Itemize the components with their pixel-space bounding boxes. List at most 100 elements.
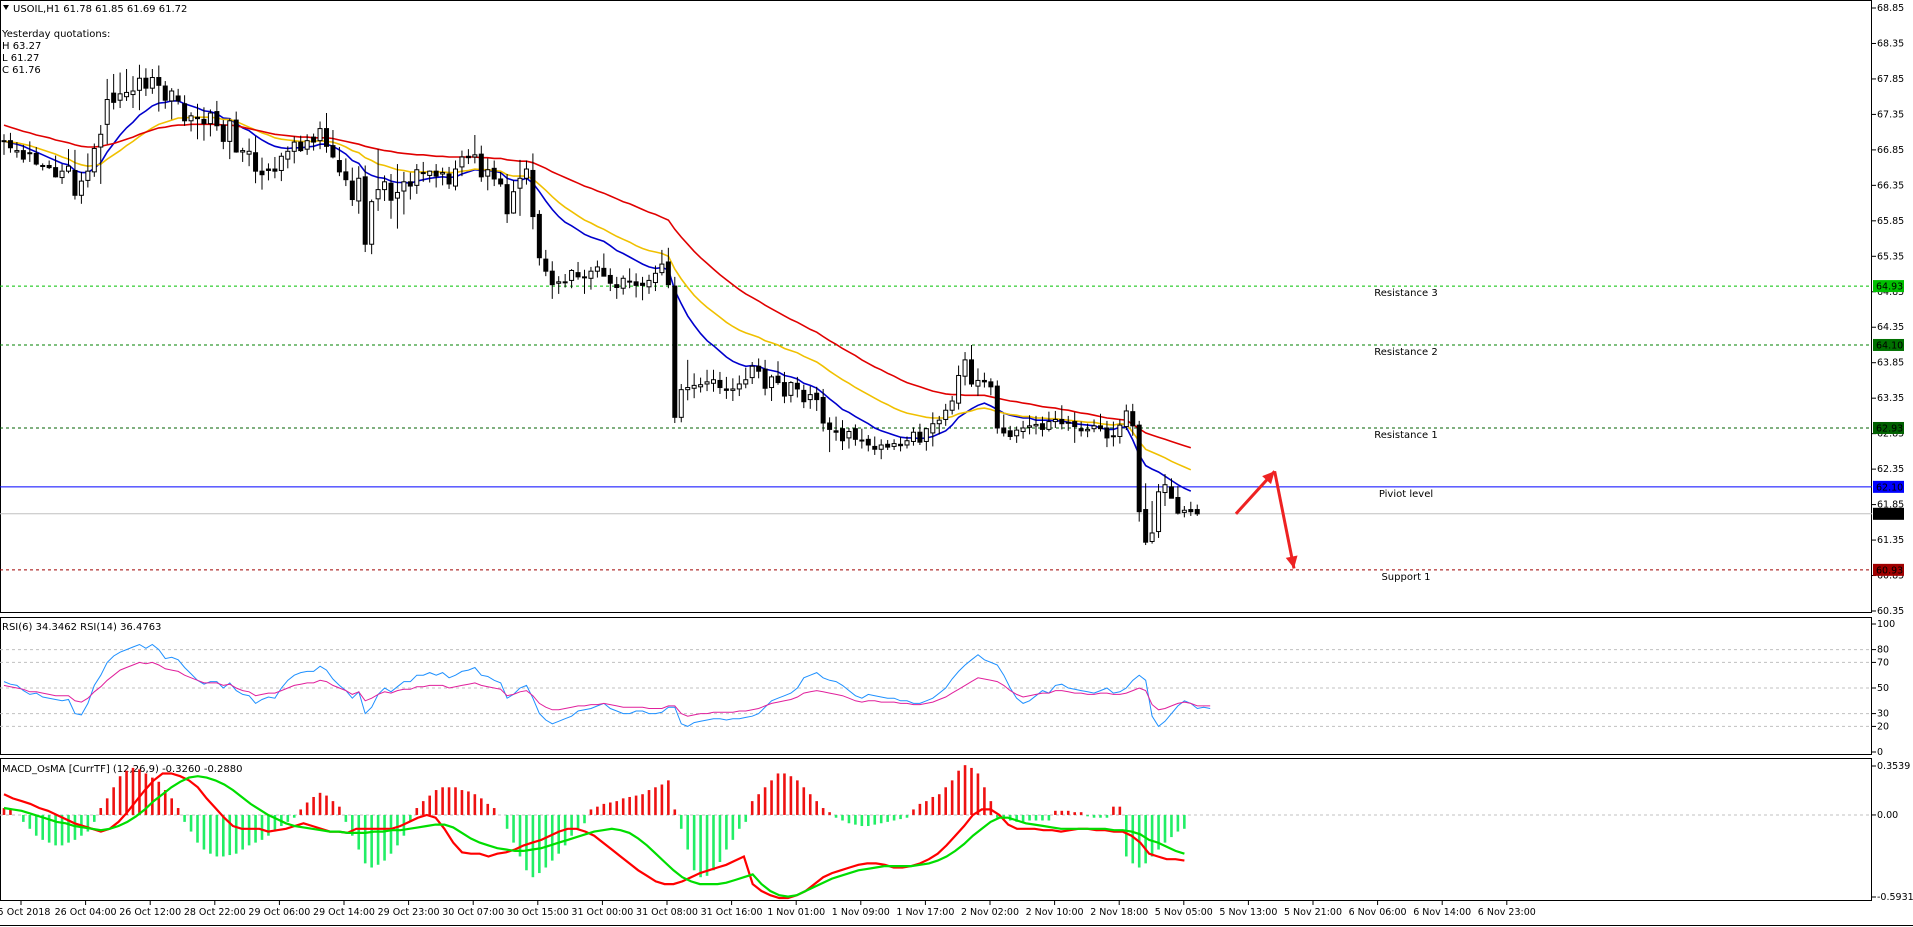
candle [769,374,775,402]
candle-body [330,145,336,158]
candle-body [530,169,536,218]
candle [711,369,716,392]
candle-body [898,443,904,447]
candle-body [1181,509,1187,513]
candle [814,386,820,411]
candle-body [446,173,452,185]
candle-body [827,422,833,430]
candle [910,427,916,446]
candle-body [762,368,768,389]
candle [659,249,665,276]
candle-body [414,169,420,186]
candle [349,167,355,206]
candle [865,435,871,452]
candle-body [685,387,691,391]
candle [440,167,446,186]
candle-body [672,285,678,418]
price-tag: 64.93 [1876,282,1903,293]
candle [20,144,26,163]
candle-body [1156,491,1162,533]
candle-body [1001,427,1007,434]
candle [1039,416,1045,437]
candle [33,147,39,166]
yesterday-low: L 61.27 [2,53,39,64]
candle [730,378,736,402]
candle [227,118,233,160]
candle [1123,404,1129,431]
candle [1059,405,1065,430]
candle [627,268,633,289]
candle [182,95,188,126]
candle [1110,421,1116,447]
candle-body [1072,421,1078,428]
panel-frames [0,0,1872,901]
candle-body [1027,425,1033,428]
price-tick-label: 64.35 [1877,322,1904,333]
candle-body [814,392,820,401]
candle-body [1065,421,1071,424]
candle [582,269,587,294]
candle-body [285,150,291,160]
candle [453,160,458,191]
candle [285,146,291,169]
candle-body [156,77,162,86]
yesterday-high: H 63.27 [2,41,41,52]
candle [1,134,7,155]
candle-body [723,388,729,391]
price-tick-label: 67.85 [1877,74,1904,85]
time-tick-label: 1 Nov 01:00 [767,907,825,918]
candle-body [588,270,594,279]
candle [840,420,845,450]
candle [40,163,46,171]
candle-body [149,77,155,89]
candle-body [840,428,845,442]
candle-body [601,267,607,277]
candle [852,424,858,446]
candle [588,266,594,290]
candle-body [1085,428,1091,432]
rsi-line [3,643,1211,728]
rsi-tick-label: 30 [1877,709,1889,720]
candle-body [1046,421,1052,430]
candle [324,112,329,153]
candle [1143,483,1149,546]
candle-body [910,431,916,442]
time-tick-label: 5 Nov 13:00 [1219,907,1277,918]
candle-body [1039,423,1045,430]
candle-body [504,184,510,215]
candle-body [104,99,110,125]
candle-body [440,172,446,175]
candle-body [59,170,65,179]
candle [472,134,478,164]
candle-body [20,150,26,160]
moving-average-line [3,116,1192,471]
candle-body [356,177,362,202]
candle [678,383,684,423]
candle-body [420,172,426,175]
candle-body [994,385,1000,429]
candle-body [175,95,181,102]
candle [1156,484,1162,538]
candle [253,136,259,184]
moving-average-line [3,123,1192,449]
candle [104,78,110,145]
candle [723,376,729,399]
candle [246,138,252,167]
candle [652,265,658,292]
candle-body [298,141,304,152]
macd-tick-label: 0.3539 [1877,761,1910,772]
candle [872,436,878,455]
rsi-tick-label: 80 [1877,645,1889,656]
dropdown-triangle-icon[interactable] [3,5,9,10]
candle-body [136,77,142,91]
candle-body [78,180,84,196]
candle [111,73,117,110]
projection-arrow-head [1262,471,1275,485]
candle-body [1104,427,1110,439]
candle-body [343,171,349,181]
rsi-tick-label: 50 [1877,683,1889,694]
candle-body [969,359,974,385]
candle [485,158,491,191]
candle [994,380,1000,434]
